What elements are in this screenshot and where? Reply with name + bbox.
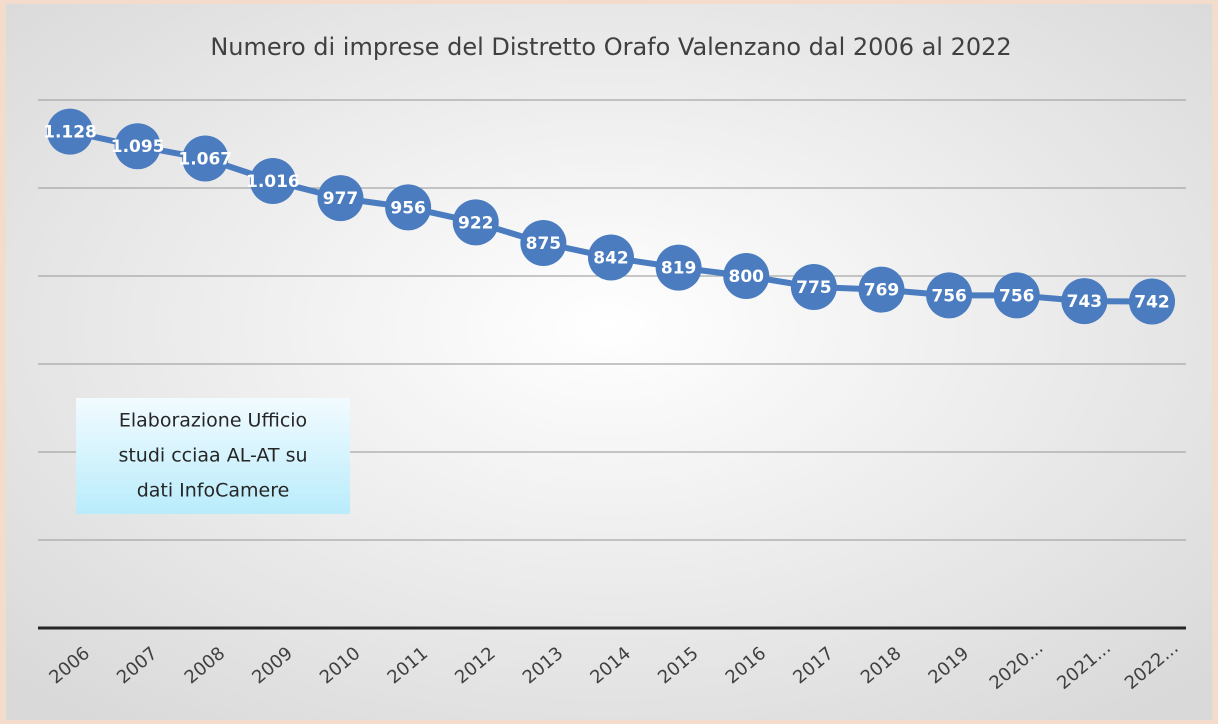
annotation-text: studi cciaa AL-AT su xyxy=(118,445,307,467)
data-label: 1.095 xyxy=(111,137,165,157)
plot-background xyxy=(6,4,1212,720)
data-label: 1.016 xyxy=(246,172,300,192)
data-label: 842 xyxy=(593,249,629,269)
data-label: 756 xyxy=(931,286,967,306)
annotation-text: Elaborazione Ufficio xyxy=(119,410,307,432)
data-point xyxy=(588,234,634,281)
data-label: 775 xyxy=(796,278,832,298)
data-point xyxy=(114,123,161,170)
data-point xyxy=(723,253,770,299)
data-point xyxy=(858,266,905,313)
data-label: 875 xyxy=(526,234,562,254)
data-label: 742 xyxy=(1134,293,1170,313)
data-point xyxy=(790,264,837,310)
data-point xyxy=(317,175,364,222)
annotation-text: dati InfoCamere xyxy=(137,480,290,502)
data-point xyxy=(385,184,432,231)
data-label: 956 xyxy=(390,198,426,218)
data-label: 819 xyxy=(661,259,697,279)
data-label: 1.128 xyxy=(43,123,97,143)
data-point xyxy=(182,135,229,182)
data-point xyxy=(993,272,1040,319)
data-point xyxy=(47,108,93,155)
data-point xyxy=(1129,278,1175,325)
annotation-box xyxy=(76,398,350,514)
chart-title: Numero di imprese del Distretto Orafo Va… xyxy=(210,33,1011,61)
data-label: 800 xyxy=(729,267,765,287)
data-point xyxy=(655,244,702,291)
data-label: 922 xyxy=(458,213,494,233)
data-point xyxy=(452,199,499,246)
data-label: 977 xyxy=(323,189,359,209)
data-label: 1.067 xyxy=(178,150,232,170)
data-point xyxy=(1061,278,1108,325)
data-point xyxy=(520,220,567,266)
data-label: 756 xyxy=(999,286,1035,306)
data-label: 743 xyxy=(1067,292,1103,312)
data-point xyxy=(249,157,296,204)
data-point xyxy=(926,272,973,319)
data-label: 769 xyxy=(864,281,900,301)
